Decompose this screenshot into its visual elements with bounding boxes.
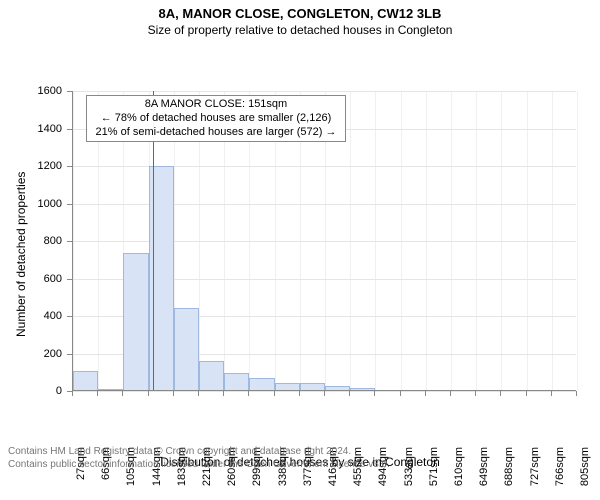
histogram-bar [275, 383, 300, 391]
y-tick-label: 0 [0, 385, 62, 397]
histogram-bar [199, 361, 224, 390]
chart-container: 8A, MANOR CLOSE, CONGLETON, CW12 3LB Siz… [0, 0, 600, 500]
y-tick-label: 1000 [0, 198, 62, 210]
footer-line: Contains public sector information licen… [8, 458, 592, 471]
footer: Contains HM Land Registry data © Crown c… [0, 445, 600, 471]
histogram-bar [174, 308, 199, 390]
page-subtitle: Size of property relative to detached ho… [0, 21, 600, 37]
page-title: 8A, MANOR CLOSE, CONGLETON, CW12 3LB [0, 0, 600, 21]
y-tick-label: 800 [0, 235, 62, 247]
y-tick-label: 200 [0, 348, 62, 360]
histogram-bar [300, 383, 325, 391]
footer-line: Contains HM Land Registry data © Crown c… [8, 445, 592, 458]
info-line: ← 78% of detached houses are smaller (2,… [91, 112, 341, 126]
histogram-bar [123, 253, 148, 390]
histogram-bar [98, 389, 123, 390]
histogram-bar [224, 373, 249, 390]
info-line: 8A MANOR CLOSE: 151sqm [91, 98, 341, 112]
histogram-bar [249, 378, 274, 390]
y-tick-label: 1400 [0, 123, 62, 135]
histogram-bar [350, 388, 375, 390]
info-line: 21% of semi-detached houses are larger (… [91, 126, 341, 140]
info-box: 8A MANOR CLOSE: 151sqm ← 78% of detached… [86, 95, 346, 142]
y-tick-label: 1600 [0, 85, 62, 97]
y-tick-label: 1200 [0, 160, 62, 172]
histogram-bar [325, 386, 350, 390]
y-tick-label: 600 [0, 273, 62, 285]
y-tick-label: 400 [0, 310, 62, 322]
histogram-bar [73, 371, 98, 390]
